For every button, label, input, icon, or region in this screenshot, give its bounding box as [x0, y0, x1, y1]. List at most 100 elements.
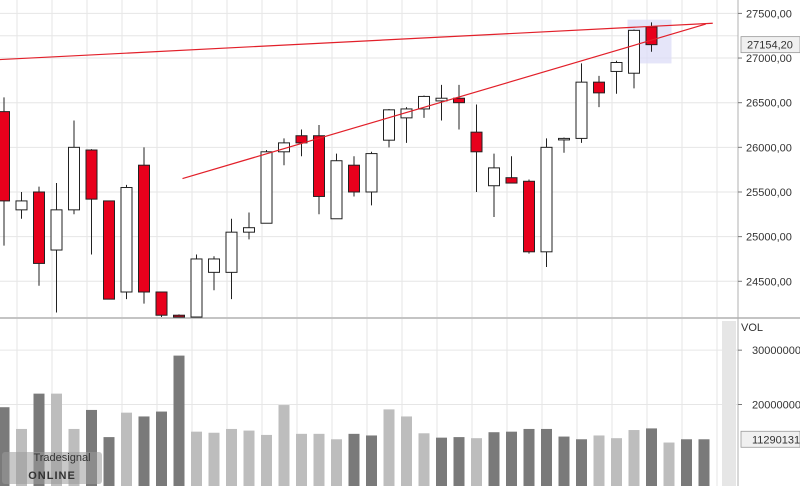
price-axis: 24500,00 25000,00 25500,00 26000,00 26500,00… — [738, 8, 800, 288]
candle-body — [645, 26, 658, 46]
volume-bar — [628, 430, 640, 486]
volume-axis-title: VOL — [741, 322, 763, 334]
candle-body — [558, 137, 570, 141]
volume-bar — [331, 439, 342, 486]
candle-body — [505, 177, 518, 184]
volume-bar — [681, 439, 692, 486]
price-tick-label: 26500,00 — [746, 98, 792, 110]
volume-scroll-strip — [722, 321, 736, 486]
candle-body — [470, 131, 483, 153]
candle-body — [575, 81, 588, 139]
candle-body — [138, 164, 150, 293]
candle-body — [365, 153, 378, 193]
volume-bar — [138, 416, 150, 486]
candle-body — [400, 108, 413, 119]
candle-body — [33, 191, 45, 264]
volume-bar — [366, 435, 377, 486]
volume-bar — [33, 393, 45, 486]
candle-body — [610, 62, 623, 72]
price-tick-label: 27000,00 — [746, 53, 792, 65]
volume-bar — [523, 428, 535, 486]
candle-body — [523, 180, 535, 253]
candle-body — [453, 97, 465, 104]
candle-body — [260, 151, 273, 224]
volume-bar — [593, 435, 605, 486]
candle-body — [103, 200, 115, 300]
volume-bar — [226, 428, 237, 486]
volume-bar — [51, 393, 62, 486]
volume-bar — [156, 411, 167, 486]
tradesignal-online-logo: Tradesignal ONLINE — [2, 452, 102, 484]
last-volume-tag — [740, 430, 800, 448]
volume-bar — [278, 405, 290, 486]
candle-body — [0, 111, 10, 202]
candle-body — [330, 160, 343, 220]
price-tick-label: 27500,00 — [746, 8, 792, 20]
volume-bar — [436, 437, 447, 486]
price-tick-label: 25000,00 — [746, 232, 792, 244]
volume-bar — [401, 416, 412, 486]
candle-body — [68, 146, 80, 211]
candle-body — [190, 258, 203, 318]
volume-bar — [0, 407, 10, 486]
candle-body — [15, 200, 28, 211]
volume-bar — [663, 442, 675, 486]
candle-body — [313, 135, 325, 197]
last-volume-label: 11290131 — [752, 434, 800, 446]
volume-axis: VOL 200000000 300000000 11290131 — [738, 322, 800, 448]
volume-bar — [506, 431, 517, 486]
candle-body — [418, 95, 430, 110]
trendline — [0, 22, 713, 61]
candle-body — [208, 258, 220, 273]
volume-tick-label: 200000000 — [752, 400, 800, 412]
candle-body — [120, 187, 133, 293]
volume-bar — [453, 437, 465, 486]
logo-line2: ONLINE — [28, 470, 76, 482]
last-price-label: 27154,20 — [747, 40, 793, 52]
volume-bar — [243, 430, 255, 486]
volume-bar — [418, 433, 430, 486]
volume-bar — [611, 438, 622, 486]
price-tick-label: 24500,00 — [746, 276, 792, 288]
trendline — [182, 23, 706, 180]
volume-bar — [191, 431, 202, 486]
candle-body — [435, 97, 448, 102]
volume-bar — [646, 428, 657, 486]
volume-bar — [121, 412, 132, 486]
volume-tick-label: 300000000 — [752, 345, 800, 357]
price-tick-label: 25500,00 — [746, 187, 792, 199]
candle-body — [540, 146, 553, 253]
candlestick-series — [0, 22, 658, 318]
volume-bar — [558, 436, 570, 486]
volume-bar — [471, 438, 482, 486]
volume-bar — [541, 428, 552, 486]
volume-bar — [103, 437, 115, 486]
candle-body — [50, 209, 63, 251]
volume-bar — [698, 439, 710, 486]
volume-bar — [208, 432, 220, 486]
candle-body — [155, 291, 168, 316]
logo-line1: Tradesignal — [33, 452, 90, 464]
volume-bar — [296, 433, 307, 486]
volume-series — [0, 355, 710, 486]
candle-body — [243, 227, 255, 233]
volume-bar — [313, 433, 325, 486]
candle-body — [225, 231, 238, 273]
candle-body — [628, 29, 640, 74]
last-price-tag — [740, 36, 800, 54]
volume-bar — [348, 433, 360, 486]
price-tick-label: 26000,00 — [746, 142, 792, 154]
candle-body — [85, 149, 98, 200]
volume-bar — [576, 439, 587, 486]
candle-body — [383, 109, 395, 141]
volume-bar — [383, 409, 395, 486]
volume-bar — [488, 432, 500, 486]
candle-body — [593, 81, 605, 94]
volume-bar — [261, 434, 272, 486]
candle-body — [348, 164, 360, 193]
price-grid — [0, 0, 738, 317]
volume-bar — [86, 409, 97, 486]
